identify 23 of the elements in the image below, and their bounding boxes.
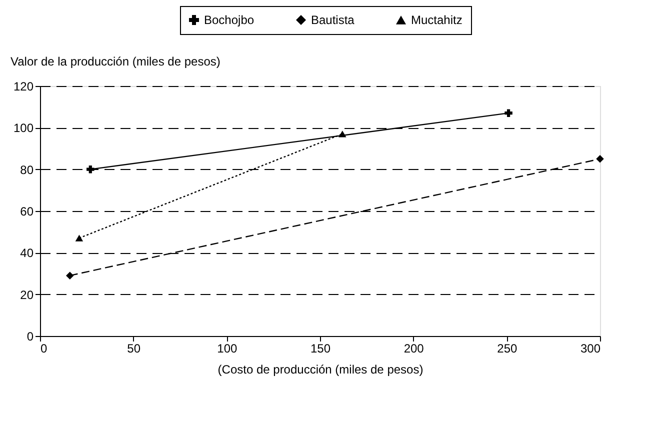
x-tick-label: 150 <box>310 342 331 356</box>
y-tick-label: 80 <box>20 162 34 177</box>
y-tick-label: 100 <box>13 121 34 136</box>
x-tick-label: 300 <box>580 342 601 356</box>
x-tick-label: 100 <box>217 342 238 356</box>
x-axis-title: (Costo de producción (miles de pesos) <box>218 362 424 376</box>
legend-label: Muctahitz <box>411 13 462 27</box>
y-tick-label: 60 <box>20 204 34 218</box>
point <box>86 165 94 174</box>
point <box>504 109 512 117</box>
x-tick-label: 50 <box>127 342 141 356</box>
y-tick-label: 40 <box>20 246 34 260</box>
y-axis-title: Valor de la producción (miles de pesos) <box>10 54 220 68</box>
x-tick-label: 0 <box>40 342 48 356</box>
y-tick-label: 20 <box>20 288 34 302</box>
x-tick-label: 200 <box>404 342 424 356</box>
point <box>66 272 74 280</box>
legend-label: Bochojbo <box>204 13 254 27</box>
y-tick-label: 0 <box>26 330 34 344</box>
y-tick-label: 120 <box>13 80 34 94</box>
point <box>596 155 604 163</box>
x-tick-label: 250 <box>497 342 518 356</box>
legend-label: Bautista <box>311 13 355 27</box>
